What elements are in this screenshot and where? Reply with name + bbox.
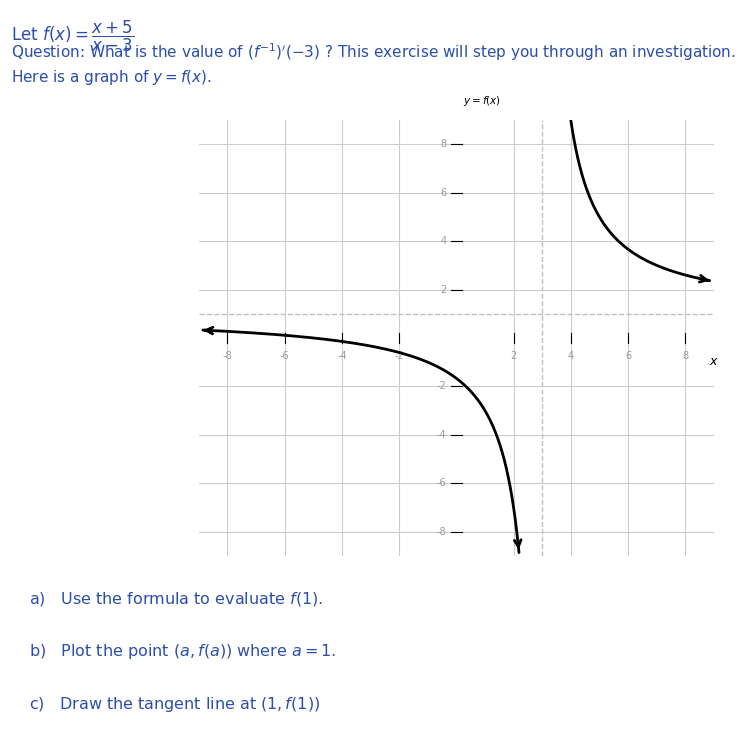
Text: -6: -6 — [280, 351, 289, 361]
Text: Question: What is the value of $(f^{-1})^{\prime}(-3)$ ? This exercise will step: Question: What is the value of $(f^{-1})… — [11, 41, 736, 63]
Text: a)   Use the formula to evaluate $f(1)$.: a) Use the formula to evaluate $f(1)$. — [29, 590, 324, 608]
Text: c)   Draw the tangent line at $(1, f(1))$: c) Draw the tangent line at $(1, f(1))$ — [29, 695, 321, 713]
Text: Here is a graph of $y = f(x)$.: Here is a graph of $y = f(x)$. — [11, 68, 212, 86]
Text: Let $f(x) = \dfrac{x+5}{x-3}$: Let $f(x) = \dfrac{x+5}{x-3}$ — [11, 19, 134, 54]
Text: 2: 2 — [440, 285, 446, 294]
Text: $y = f(x)$: $y = f(x)$ — [464, 94, 501, 108]
Text: 6: 6 — [440, 188, 446, 198]
Text: -2: -2 — [394, 351, 404, 361]
Text: -6: -6 — [436, 478, 446, 488]
Text: -8: -8 — [436, 526, 446, 536]
Text: b)   Plot the point $(a, f(a))$ where $a = 1$.: b) Plot the point $(a, f(a))$ where $a =… — [29, 642, 336, 661]
Text: -4: -4 — [337, 351, 347, 361]
Text: 4: 4 — [567, 351, 574, 361]
Text: $x$: $x$ — [709, 355, 719, 368]
Text: -4: -4 — [436, 430, 446, 440]
Text: 2: 2 — [511, 351, 517, 361]
Text: 4: 4 — [440, 236, 446, 246]
Text: -2: -2 — [436, 382, 446, 391]
Text: 8: 8 — [682, 351, 688, 361]
Text: 8: 8 — [440, 140, 446, 149]
Text: 6: 6 — [625, 351, 631, 361]
Text: -8: -8 — [222, 351, 232, 361]
